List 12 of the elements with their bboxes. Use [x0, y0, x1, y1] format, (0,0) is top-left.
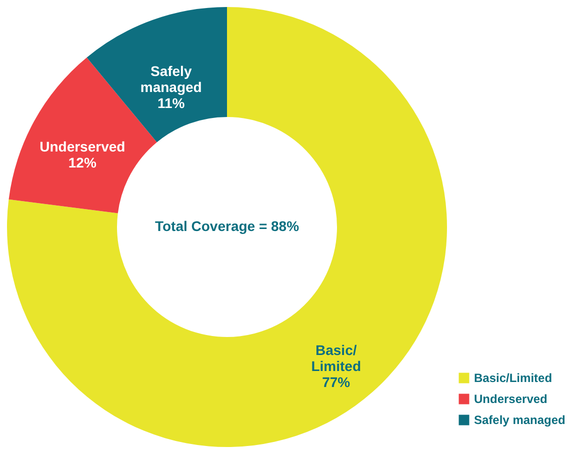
- data-label: 12%: [68, 154, 97, 171]
- legend-label: Safely managed: [474, 413, 566, 427]
- legend-label: Underserved: [474, 392, 548, 406]
- legend-label: Basic/Limited: [474, 371, 552, 385]
- text: Total Coverage = 88%: [154, 218, 300, 234]
- slice-label: Basic/Limited: [311, 342, 362, 374]
- slice-label: Safely managed: [140, 62, 202, 95]
- data-label: 11%: [157, 94, 186, 111]
- donut-slice: [7, 7, 447, 447]
- slice-label: Underserved: [40, 138, 126, 155]
- donut-slice: [86, 7, 227, 142]
- data-label: 77%: [322, 374, 351, 390]
